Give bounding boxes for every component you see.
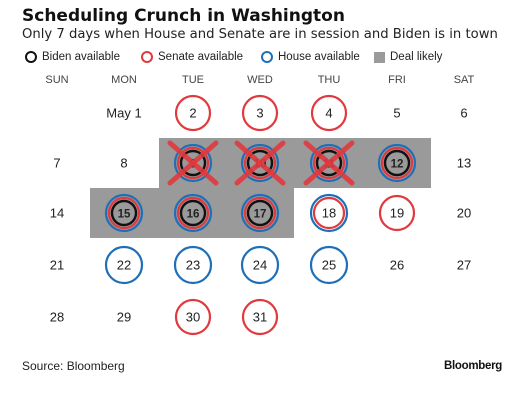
weekday-header-thu: THU bbox=[318, 74, 341, 86]
source-note: Source: Bloomberg bbox=[22, 359, 125, 373]
senate-ring-19 bbox=[378, 194, 416, 232]
senate-ring-30 bbox=[174, 298, 212, 336]
house-ring-22 bbox=[104, 245, 144, 285]
chart-title: Scheduling Crunch in Washington bbox=[22, 6, 345, 26]
house-ring-23 bbox=[173, 245, 213, 285]
day-label-may-1: May 1 bbox=[106, 106, 141, 121]
legend-label-deal: Deal likely bbox=[390, 51, 443, 63]
chart-subtitle: Only 7 days when House and Senate are in… bbox=[22, 27, 498, 42]
senate-ring-4 bbox=[310, 94, 348, 132]
senate-ring-2 bbox=[174, 94, 212, 132]
cross-mark-11-b bbox=[303, 140, 355, 186]
day-label-3: 3 bbox=[256, 106, 263, 121]
senate-ring-icon bbox=[141, 51, 153, 63]
legend-label-house: House available bbox=[278, 51, 360, 63]
cross-mark-9-b bbox=[167, 140, 219, 186]
day-label-21: 21 bbox=[50, 258, 64, 273]
house-ring-icon bbox=[261, 51, 273, 63]
biden-ring-icon bbox=[25, 51, 37, 63]
legend-item-deal: Deal likely bbox=[374, 49, 442, 65]
day-label-15: 15 bbox=[118, 209, 131, 221]
biden-ring-16 bbox=[179, 199, 207, 227]
weekday-header-sun: SUN bbox=[45, 74, 68, 86]
biden-ring-15 bbox=[110, 199, 138, 227]
day-label-8: 8 bbox=[120, 156, 127, 171]
biden-ring-12 bbox=[383, 149, 411, 177]
weekday-header-sat: SAT bbox=[454, 74, 475, 86]
day-label-18: 18 bbox=[322, 206, 336, 221]
day-label-17: 17 bbox=[254, 209, 267, 221]
senate-ring-3 bbox=[241, 94, 279, 132]
day-label-26: 26 bbox=[390, 258, 404, 273]
deal-square-icon bbox=[374, 51, 385, 63]
day-label-7: 7 bbox=[53, 156, 60, 171]
legend-item-biden: Biden available bbox=[25, 49, 120, 65]
day-label-31: 31 bbox=[253, 310, 267, 325]
legend: Biden available Senate available House a… bbox=[25, 49, 495, 65]
legend-item-house: House available bbox=[261, 49, 360, 65]
day-label-22: 22 bbox=[117, 258, 131, 273]
weekday-header-tue: TUE bbox=[182, 74, 204, 86]
weekday-header-fri: FRI bbox=[388, 74, 406, 86]
day-label-27: 27 bbox=[457, 258, 471, 273]
legend-item-senate: Senate available bbox=[141, 49, 243, 65]
day-label-20: 20 bbox=[457, 206, 471, 221]
day-label-23: 23 bbox=[186, 258, 200, 273]
brand-logo: Bloomberg bbox=[444, 360, 502, 372]
cross-mark-10-b bbox=[234, 140, 286, 186]
day-label-24: 24 bbox=[253, 258, 267, 273]
day-label-2: 2 bbox=[189, 106, 196, 121]
weekday-header-wed: WED bbox=[247, 74, 273, 86]
day-label-28: 28 bbox=[50, 310, 64, 325]
legend-label-biden: Biden available bbox=[42, 51, 121, 63]
house-ring-24 bbox=[240, 245, 280, 285]
senate-ring-31 bbox=[241, 298, 279, 336]
day-label-25: 25 bbox=[322, 258, 336, 273]
day-label-29: 29 bbox=[117, 310, 131, 325]
day-label-14: 14 bbox=[50, 206, 64, 221]
legend-label-senate: Senate available bbox=[158, 51, 244, 63]
weekday-header-mon: MON bbox=[111, 74, 137, 86]
day-label-13: 13 bbox=[457, 156, 471, 171]
day-label-6: 6 bbox=[460, 106, 467, 121]
day-label-16: 16 bbox=[187, 209, 200, 221]
biden-ring-17 bbox=[246, 199, 274, 227]
day-label-30: 30 bbox=[186, 310, 200, 325]
day-label-5: 5 bbox=[393, 106, 400, 121]
house-ring-25 bbox=[309, 245, 349, 285]
senate-ring-18 bbox=[312, 196, 346, 230]
day-label-4: 4 bbox=[325, 106, 332, 121]
day-label-19: 19 bbox=[390, 206, 404, 221]
day-label-12: 12 bbox=[391, 159, 404, 171]
